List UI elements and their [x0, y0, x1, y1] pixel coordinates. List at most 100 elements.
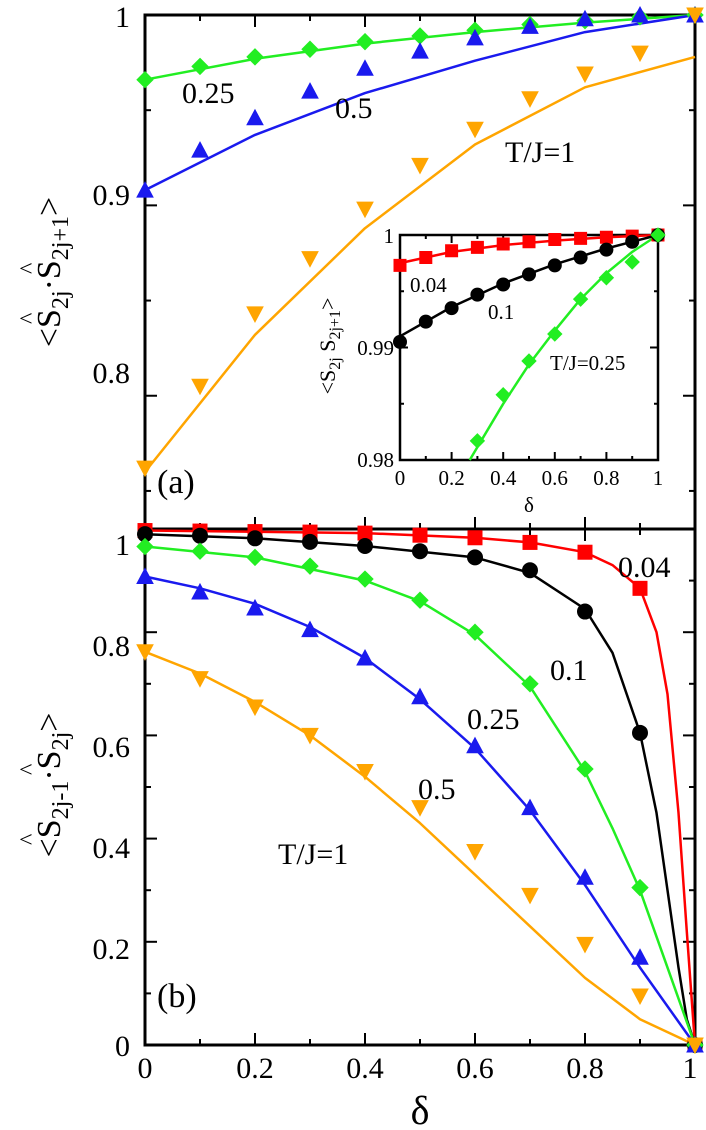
b-ylabel-hat2: ^	[16, 764, 42, 775]
point-T-0.25	[411, 591, 429, 609]
a-ylabel-S2: S	[31, 260, 68, 279]
point-T-1	[136, 460, 154, 478]
a-ylabel-sub1: 2j	[48, 290, 74, 309]
point-T-0.1	[444, 301, 459, 316]
inset-xtick-0.6: 0.6	[542, 466, 568, 490]
point-T-0.04	[470, 240, 484, 254]
point-T-0.5	[356, 648, 374, 666]
point-T-0.25	[572, 291, 589, 307]
point-T-0.5	[136, 181, 154, 198]
point-T-1	[191, 671, 209, 688]
point-T-0.25	[136, 537, 154, 556]
point-T-0.5	[191, 582, 209, 600]
point-T-0.1	[632, 724, 648, 741]
point-T-0.5	[246, 598, 264, 616]
panel-b-label: (b)	[157, 978, 197, 1015]
point-T-0.04	[445, 244, 459, 258]
point-T-0.5	[466, 28, 484, 46]
point-T-0.1	[522, 562, 538, 579]
point-T-0.04	[548, 233, 562, 246]
inset-ylabel-open: <	[315, 382, 340, 394]
point-T-0.25	[495, 387, 511, 403]
b-ylabel-close: >	[31, 713, 68, 732]
point-T-0.1	[412, 543, 428, 560]
point-T-0.1	[547, 258, 562, 273]
svg-text:<S2j S2j+1>: <S2j S2j+1>	[315, 298, 344, 395]
point-T-0.5	[521, 798, 539, 816]
panel-a-markers	[136, 5, 704, 478]
point-T-0.1	[599, 242, 614, 257]
point-T-1	[356, 764, 374, 781]
point-T-0.25	[521, 675, 539, 693]
point-T-0.25	[650, 227, 666, 243]
point-T-0.1	[577, 603, 593, 620]
a-annotation-T1: T/J=1	[505, 136, 575, 169]
point-T-1	[246, 306, 264, 323]
point-T-1	[466, 121, 484, 139]
a-ylabel-S1: S	[31, 309, 68, 328]
svg-text:<S2j·S2j+1>: <S2j·S2j+1>	[31, 197, 74, 347]
b-xtick-0.8: 0.8	[566, 1052, 604, 1085]
point-T-0.25	[466, 623, 484, 641]
point-T-1	[576, 66, 594, 84]
point-T-0.1	[470, 287, 485, 302]
point-T-0.1	[418, 314, 433, 329]
inset-xtick-0.2: 0.2	[438, 466, 464, 490]
point-T-0.04	[419, 251, 433, 264]
point-T-0.5	[356, 59, 374, 76]
a-ylabel-open: <	[31, 328, 68, 347]
point-T-1	[411, 800, 429, 817]
point-T-0.25	[301, 40, 319, 58]
panel-b-ylabel: <S2j-1·S2j> ^ ^	[16, 713, 74, 858]
b-annotation-0.1: 0.1	[550, 654, 588, 687]
point-T-0.25	[191, 542, 209, 560]
point-T-0.1	[522, 267, 536, 282]
point-T-0.25	[576, 760, 594, 778]
point-T-0.04	[599, 230, 613, 244]
curve-T-1	[144, 55, 696, 473]
point-T-0.25	[624, 254, 640, 270]
point-T-0.1	[496, 277, 511, 292]
point-T-0.5	[466, 736, 484, 754]
a-annotation-0.5: 0.5	[335, 92, 373, 125]
point-T-0.1	[573, 250, 588, 265]
b-ylabel-sub2: 2j	[48, 732, 74, 751]
point-T-1	[466, 844, 484, 861]
inset-ylabel-S2: S	[315, 340, 340, 352]
point-T-1	[521, 887, 539, 905]
panel-b: 1 0.8 0.6 0.4 0.2 0 0 0.2 0.4 0.6 0.8 1 …	[93, 523, 704, 1085]
point-T-0.04	[522, 235, 536, 249]
point-T-0.5	[631, 948, 649, 965]
point-T-0.04	[467, 530, 483, 546]
panel-b-markers	[136, 523, 704, 1055]
point-T-0.1	[247, 530, 263, 547]
point-T-0.5	[301, 82, 319, 99]
inset-xtick-0.4: 0.4	[490, 466, 517, 490]
a-ytick-0.9: 0.9	[93, 179, 131, 212]
inset-annotation-0.04: 0.04	[410, 273, 447, 297]
point-T-1	[631, 988, 649, 1006]
point-T-0.25	[598, 270, 615, 286]
point-T-0.25	[301, 557, 319, 575]
inset-ylabel-S1: S	[315, 370, 340, 382]
point-T-0.04	[574, 231, 588, 245]
inset-annotation-T025: T/J=0.25	[550, 351, 625, 375]
point-T-0.1	[357, 538, 373, 555]
point-T-0.25	[246, 548, 264, 567]
inset-ylabel-sub1: 2j	[327, 357, 344, 369]
b-xtick-0.6: 0.6	[456, 1052, 494, 1085]
b-xtick-0.4: 0.4	[346, 1052, 384, 1085]
b-ylabel-S1: S	[31, 819, 68, 838]
b-ylabel-dot: ·	[31, 769, 68, 780]
point-T-0.5	[301, 620, 319, 638]
b-ylabel-hat1: ^	[16, 834, 42, 845]
b-annotation-T1: T/J=1	[278, 838, 348, 871]
b-xtick-0: 0	[138, 1052, 153, 1085]
panel-a-ylabel: <S2j·S2j+1> ^ ^	[16, 197, 74, 347]
a-ylabel-hat1: ^	[16, 313, 42, 324]
b-annotation-0.25: 0.25	[467, 703, 520, 736]
point-T-0.5	[411, 687, 429, 705]
point-T-0.1	[467, 549, 483, 566]
point-T-0.25	[136, 71, 154, 89]
point-T-1	[631, 45, 649, 63]
